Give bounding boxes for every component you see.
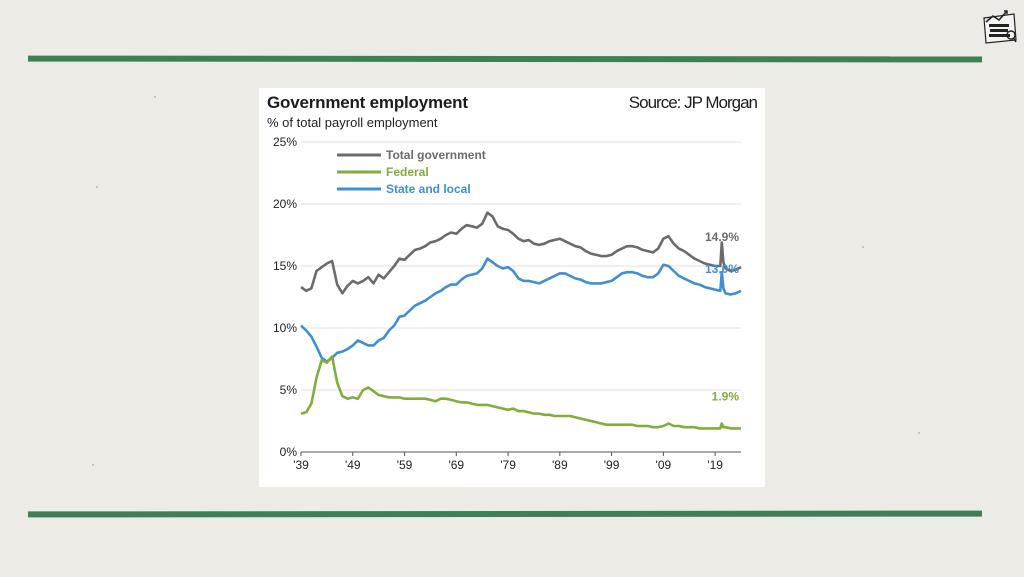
end-value-label: 13.0%	[705, 262, 739, 276]
finance-logo-icon	[983, 10, 1017, 44]
texture-speck	[92, 464, 94, 466]
series-line-total-government	[300, 211, 742, 295]
top-divider	[27, 55, 983, 63]
chart-subtitle: % of total payroll employment	[267, 115, 438, 130]
texture-speck	[862, 246, 864, 248]
legend-label: Total government	[386, 148, 486, 162]
x-tick-label: '89	[552, 458, 568, 472]
x-tick-label: '19	[707, 458, 723, 472]
texture-speck	[154, 96, 156, 98]
x-tick-label: '69	[448, 458, 464, 472]
y-tick-label: 15%	[273, 259, 297, 273]
x-tick-label: '59	[397, 458, 413, 472]
chart-title: Government employment	[267, 93, 468, 112]
y-tick-label: 20%	[273, 197, 297, 211]
texture-speck	[96, 186, 98, 188]
y-tick-label: 10%	[273, 321, 297, 335]
y-tick-label: 25%	[273, 135, 297, 149]
x-tick-label: '99	[604, 458, 620, 472]
series-line-state-and-local	[300, 257, 742, 363]
end-value-label: 1.9%	[712, 389, 740, 403]
x-tick-label: '79	[500, 458, 516, 472]
y-tick-label: 0%	[280, 445, 298, 459]
series-line-federal	[300, 355, 741, 430]
x-tick-label: '09	[656, 458, 672, 472]
legend-label: State and local	[386, 182, 471, 196]
y-tick-label: 5%	[280, 383, 298, 397]
end-value-label: 14.9%	[705, 230, 739, 244]
bottom-divider	[27, 510, 983, 518]
line-chart: 0% 5% 10% 15% 20% 25% '39 '49 '59 '69 '79 '89 '99 '09…	[273, 135, 742, 472]
chart-card: Government employment Source: JP Morgan …	[259, 88, 765, 487]
source-label: Source: JP Morgan	[628, 93, 758, 112]
legend-label: Federal	[386, 165, 429, 179]
x-tick-label: '39	[293, 458, 309, 472]
x-tick-label: '49	[345, 458, 361, 472]
texture-speck	[918, 432, 920, 434]
